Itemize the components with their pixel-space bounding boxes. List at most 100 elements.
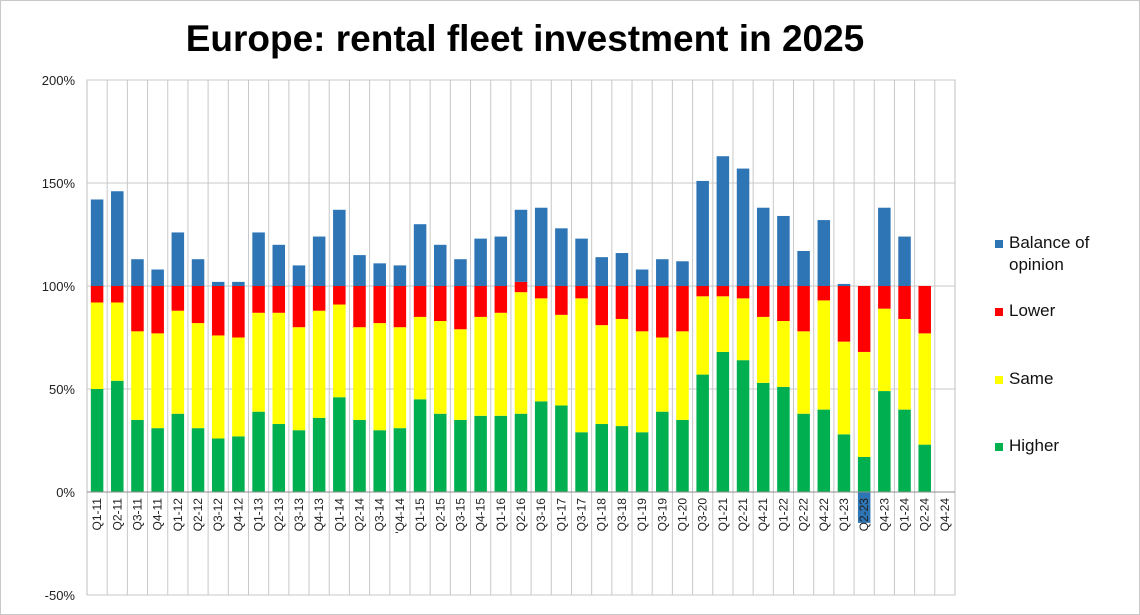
bar-balance-7 (232, 281, 245, 286)
bar-same-37 (837, 341, 851, 435)
x-tick-label: Q1-15 (413, 498, 427, 532)
bar-balance-33 (756, 207, 770, 286)
bar-higher-5 (191, 428, 205, 492)
bar-same-39 (878, 308, 891, 392)
x-tick-label: Q4-22 (817, 498, 831, 532)
bar-balance-12 (333, 209, 346, 286)
bar-balance-36 (817, 220, 831, 286)
bar-same-5 (191, 323, 205, 429)
bar-lower-7 (232, 286, 245, 338)
bar-lower-20 (494, 286, 508, 313)
bar-balance-30 (696, 180, 709, 286)
bar-same-28 (656, 337, 669, 412)
legend-item-balance: Balance of opinion (995, 232, 1109, 276)
bar-lower-25 (595, 286, 609, 326)
bar-lower-18 (454, 286, 467, 330)
x-tick-label: Q2-13 (272, 498, 286, 532)
bar-same-27 (635, 331, 649, 433)
bar-balance-4 (171, 232, 185, 286)
bar-balance-35 (797, 250, 810, 286)
bar-lower-27 (635, 286, 649, 332)
x-tick-label: Q1-18 (595, 498, 609, 532)
x-tick-label: Q4-21 (756, 498, 770, 532)
bar-balance-21 (514, 209, 528, 282)
x-tick-label: Q2-23 (857, 498, 871, 532)
bar-same-11 (312, 310, 326, 418)
bar-lower-21 (514, 281, 528, 293)
bar-same-3 (151, 333, 164, 429)
bar-lower-5 (191, 286, 205, 324)
bar-lower-37 (837, 286, 851, 342)
bars (90, 156, 931, 523)
bar-same-14 (373, 323, 386, 431)
bar-lower-40 (898, 286, 911, 319)
x-tick-label: Q3-15 (453, 498, 467, 532)
y-tick-label: 200% (42, 73, 76, 88)
x-tick-label: Q3-16 (534, 498, 548, 532)
bar-same-2 (131, 331, 144, 420)
x-tick-label: Q1-22 (776, 498, 790, 532)
x-tick-label: Q4-12 (231, 498, 245, 532)
bar-balance-26 (615, 253, 629, 286)
bar-balance-19 (474, 238, 487, 286)
bar-same-9 (272, 312, 286, 425)
bar-balance-17 (433, 244, 447, 286)
bar-balance-29 (676, 261, 689, 286)
bar-higher-33 (756, 382, 770, 492)
bar-higher-35 (797, 413, 810, 492)
bar-lower-23 (555, 286, 568, 315)
bar-balance-32 (736, 168, 750, 286)
bar-higher-17 (433, 413, 447, 492)
bar-same-25 (595, 325, 609, 425)
bar-lower-12 (333, 286, 346, 305)
bar-lower-13 (353, 286, 366, 328)
bar-higher-41 (918, 444, 931, 492)
bar-same-0 (90, 302, 104, 389)
bar-higher-11 (312, 417, 326, 492)
bar-same-6 (211, 335, 225, 439)
bar-higher-1 (111, 380, 124, 492)
bar-higher-3 (151, 428, 164, 492)
bar-same-17 (433, 321, 447, 414)
x-tick-label: Q1-23 (837, 498, 851, 532)
bar-higher-36 (817, 409, 831, 492)
bar-higher-0 (90, 389, 104, 492)
bar-balance-13 (353, 255, 366, 286)
bar-higher-6 (211, 438, 225, 492)
bar-balance-1 (111, 191, 124, 286)
bar-lower-3 (151, 286, 164, 334)
bar-higher-16 (413, 399, 427, 492)
legend-item-higher: Higher (995, 435, 1059, 457)
x-tick-label: Q2-21 (736, 498, 750, 532)
bar-balance-0 (90, 199, 104, 286)
bar-lower-28 (656, 286, 669, 338)
x-tick-label: 'Q4-14 (393, 498, 407, 534)
bar-same-23 (555, 314, 568, 406)
bar-higher-34 (777, 386, 790, 492)
x-tick-label: Q1-13 (252, 498, 266, 532)
legend-label-higher: Higher (1009, 436, 1060, 455)
x-tick-label: Q1-21 (716, 498, 730, 532)
x-tick-label: Q4-23 (877, 498, 891, 532)
bar-same-4 (171, 310, 185, 414)
bar-lower-16 (413, 286, 427, 317)
bar-higher-23 (555, 405, 568, 492)
x-tick-label: Q1-24 (898, 498, 912, 532)
bar-higher-24 (575, 432, 588, 492)
y-tick-label: -50% (45, 588, 76, 603)
bar-same-31 (716, 296, 730, 352)
bar-same-7 (232, 337, 245, 437)
bar-lower-36 (817, 286, 831, 301)
x-tick-label: Q1-14 (332, 498, 346, 532)
bar-same-24 (575, 298, 588, 433)
bar-higher-8 (252, 411, 265, 492)
bar-same-19 (474, 316, 487, 416)
bar-balance-25 (595, 257, 609, 286)
bar-balance-40 (898, 236, 911, 286)
legend-item-lower: Lower (995, 300, 1055, 322)
x-tick-label: Q4-15 (474, 498, 488, 532)
bar-balance-15 (393, 265, 407, 286)
bar-higher-9 (272, 424, 286, 492)
bar-lower-9 (272, 286, 286, 313)
legend-label-balance: Balance of opinion (1009, 233, 1090, 274)
